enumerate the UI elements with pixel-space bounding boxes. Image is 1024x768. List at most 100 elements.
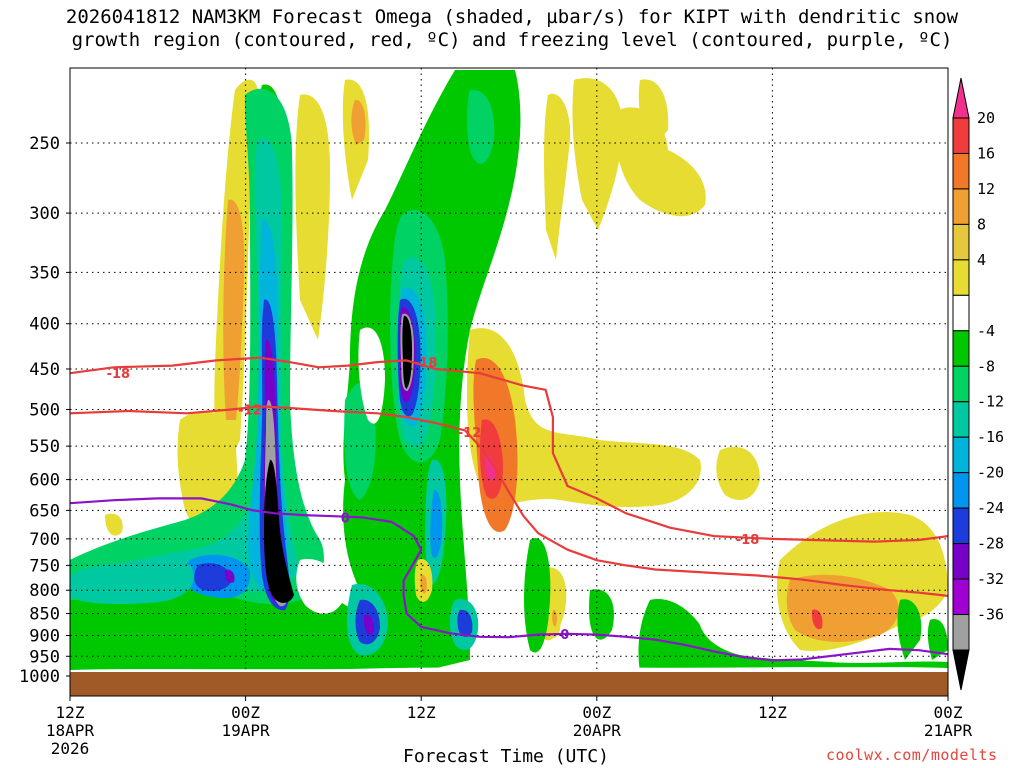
- omega-region: [477, 559, 513, 616]
- colorbar-label: -28: [977, 535, 1004, 553]
- omega-region: [351, 99, 366, 145]
- colorbar-label: 12: [977, 180, 995, 198]
- omega-region: [544, 93, 571, 261]
- colorbar-label: 20: [977, 109, 995, 127]
- chart-subtitle: growth region (contoured, red, ºC) and f…: [71, 29, 953, 51]
- colorbar-swatch: [952, 188, 970, 225]
- colorbar-swatch: [952, 117, 970, 154]
- omega-region: [457, 609, 473, 637]
- colorbar-label: 16: [977, 144, 995, 162]
- omega-region: [358, 327, 385, 424]
- omega-region: [194, 563, 232, 592]
- temperature-contours: -18 -18 -18 -12 -12 0 0: [70, 356, 948, 662]
- omega-region: [295, 94, 330, 341]
- contour-label: -12: [458, 426, 482, 441]
- omega-region: [224, 569, 235, 583]
- plot-frame: [69, 67, 949, 697]
- ground-surface: [70, 672, 948, 696]
- omega-region: [716, 446, 760, 500]
- omega-region: [363, 614, 375, 635]
- colorbar-label: 4: [977, 251, 986, 269]
- omega-region: [811, 609, 823, 630]
- omega-colorbar: 20 16 12 8 4 -4 -8 -12 -16 -20 -24 -28 -32 -36: [952, 77, 1004, 691]
- contour-line: [70, 497, 948, 662]
- contour-label: -18: [414, 356, 438, 371]
- x-tick-label: 12Z: [407, 703, 436, 722]
- y-tick-label: 350: [29, 263, 60, 283]
- omega-region: [638, 599, 948, 672]
- colorbar-swatch: [952, 259, 970, 296]
- colorbar-label: -4: [977, 322, 995, 340]
- colorbar-label: -24: [977, 499, 1004, 517]
- omega-region: [572, 78, 623, 230]
- y-tick-label: 800: [29, 581, 60, 601]
- omega-region: [484, 454, 496, 481]
- contour-line: [70, 356, 948, 543]
- omega-region: [73, 561, 194, 605]
- contour-label: -12: [238, 404, 261, 419]
- y-tick-label: 450: [29, 360, 60, 380]
- y-tick-label: 250: [29, 134, 60, 154]
- x-tick-label: 21APR: [924, 721, 973, 740]
- contour-label: -18: [736, 533, 760, 548]
- colorbar-label: -16: [977, 428, 1004, 446]
- y-tick-label: 500: [29, 401, 60, 421]
- colorbar-swatch: [952, 649, 970, 691]
- omega-region: [524, 538, 551, 653]
- y-tick-label: 1000: [19, 667, 60, 687]
- colorbar-label: -12: [977, 393, 1004, 411]
- colorbar-swatch: [952, 436, 970, 474]
- omega-region: [223, 199, 245, 420]
- contour-label: 0: [341, 511, 350, 526]
- colorbar-swatch: [952, 401, 970, 438]
- omega-region: [552, 609, 557, 627]
- colorbar-swatch: [952, 152, 970, 190]
- colorbar-label: -20: [977, 464, 1004, 482]
- omega-region: [466, 328, 701, 508]
- x-tick-label: 20APR: [573, 721, 622, 740]
- y-tick-label: 650: [29, 501, 60, 521]
- colorbar-swatch: [952, 578, 970, 616]
- colorbar-swatch: [952, 223, 970, 261]
- y-axis-ticks: 2503003504004505005506006507007508008509…: [19, 134, 70, 687]
- contour-line: [70, 405, 948, 597]
- colorbar-swatch: [952, 330, 970, 367]
- y-tick-label: 400: [29, 315, 60, 335]
- colorbar-swatch: [952, 543, 970, 580]
- colorbar-swatch: [952, 507, 970, 545]
- y-tick-label: 300: [29, 204, 60, 224]
- omega-region: [430, 489, 443, 559]
- colorbar-label: 8: [977, 215, 986, 233]
- x-tick-label: 2026: [51, 739, 90, 758]
- x-axis-label: Forecast Time (UTC): [403, 746, 609, 767]
- x-tick-label: 00Z: [582, 703, 611, 722]
- x-tick-label: 12Z: [758, 703, 787, 722]
- omega-region: [615, 107, 706, 217]
- omega-region: [400, 313, 415, 392]
- colorbar-swatch: [952, 294, 970, 332]
- colorbar-label: -32: [977, 570, 1004, 588]
- omega-region: [105, 513, 123, 536]
- y-tick-label: 700: [29, 530, 60, 550]
- contour-label: 0: [560, 628, 569, 643]
- contour-label: -18: [107, 367, 131, 382]
- omega-shaded-field: [70, 70, 948, 696]
- chart-title: 2026041812 NAM3KM Forecast Omega (shaded…: [65, 6, 959, 28]
- omega-region: [589, 589, 614, 640]
- omega-region: [264, 459, 294, 603]
- colorbar-swatch: [952, 365, 970, 403]
- y-tick-label: 600: [29, 471, 60, 491]
- x-tick-label: 19APR: [222, 721, 271, 740]
- ground-surface: [70, 667, 948, 672]
- omega-region: [420, 574, 427, 594]
- colorbar-swatch: [952, 472, 970, 509]
- x-tick-label: 00Z: [934, 703, 963, 722]
- y-tick-label: 950: [29, 647, 60, 667]
- x-tick-label: 00Z: [231, 703, 260, 722]
- omega-region: [467, 89, 495, 164]
- omega-region: [296, 559, 345, 614]
- x-tick-label: 18APR: [46, 721, 95, 740]
- watermark: coolwx.com/modelts: [826, 746, 998, 764]
